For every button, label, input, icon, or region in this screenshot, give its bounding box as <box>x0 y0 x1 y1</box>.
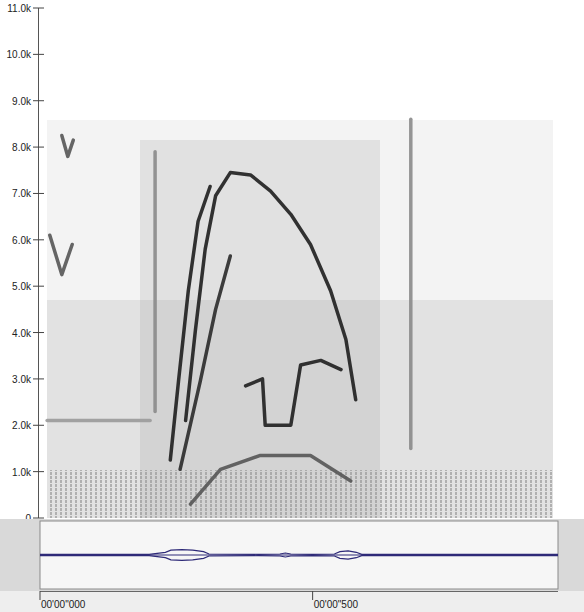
y-tick <box>33 425 44 426</box>
y-tick-label: 10.0k <box>7 49 32 60</box>
plot-area <box>40 8 558 518</box>
x-tick-label: 00'00"500 <box>314 599 359 610</box>
contour <box>62 136 74 157</box>
contour <box>186 173 356 421</box>
contours <box>47 119 411 504</box>
x-tick-label: 00'00"000 <box>41 599 86 610</box>
contour <box>153 152 157 412</box>
root: 01.0k2.0k3.0k4.0k5.0k6.0k7.0k8.0k9.0k10.… <box>0 0 584 612</box>
waveform-envelope <box>40 550 558 555</box>
y-tick <box>33 332 44 333</box>
waveform <box>40 550 558 561</box>
y-tick-label: 2.0k <box>12 420 32 431</box>
contour <box>47 419 150 423</box>
noise <box>47 120 553 518</box>
y-tick-label: 3.0k <box>12 374 32 385</box>
noise <box>140 140 380 518</box>
y-tick-label: 8.0k <box>12 142 32 153</box>
y-tick-label: 5.0k <box>12 281 32 292</box>
y-tick-label: 4.0k <box>12 328 32 339</box>
y-tick <box>33 54 44 55</box>
waveform-envelope-mirror <box>40 556 558 561</box>
contour <box>409 119 413 448</box>
y-tick-label: 9.0k <box>12 96 32 107</box>
noise <box>47 470 553 518</box>
y-tick <box>33 471 44 472</box>
y-tick <box>33 239 44 240</box>
waveform-frame <box>40 521 558 589</box>
contour <box>180 256 230 469</box>
y-tick <box>33 378 44 379</box>
y-tick <box>33 518 44 519</box>
y-tick-label: 6.0k <box>12 235 32 246</box>
panel-bg <box>0 519 584 591</box>
y-tick <box>33 8 44 9</box>
y-tick-label: 1.0k <box>12 467 32 478</box>
y-tick <box>33 100 44 101</box>
time-axis-bg <box>0 591 584 612</box>
x-axis <box>40 591 558 592</box>
contour <box>246 360 341 425</box>
y-axis <box>38 8 39 518</box>
y-tick-label: 11.0k <box>7 3 32 14</box>
contour <box>191 455 351 504</box>
y-tick-label: 7.0k <box>12 188 32 199</box>
y-tick <box>33 147 44 148</box>
contour <box>50 235 72 274</box>
y-tick <box>33 286 44 287</box>
y-tick <box>33 193 44 194</box>
